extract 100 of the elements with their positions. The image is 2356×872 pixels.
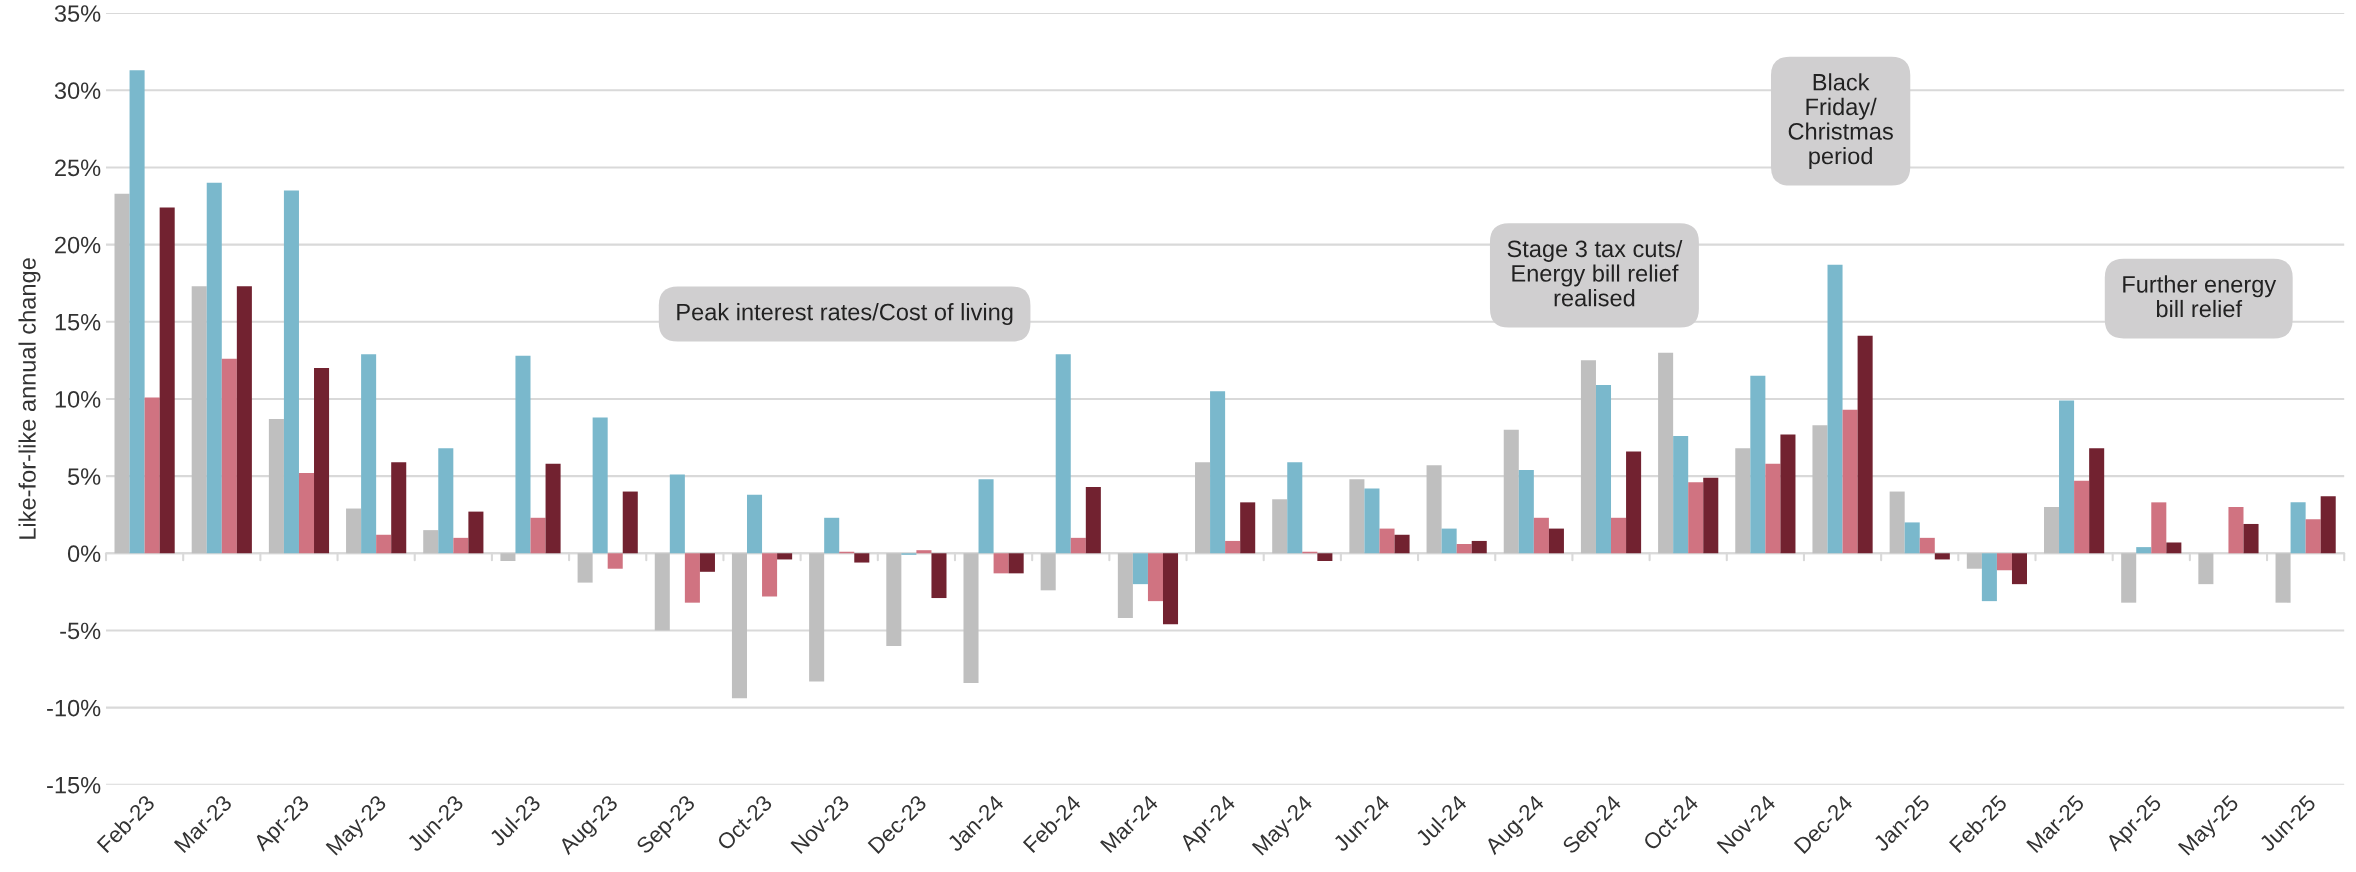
bar xyxy=(453,537,469,554)
y-tick-label: 35% xyxy=(54,5,101,22)
y-tick-label: 10% xyxy=(55,391,101,408)
bar xyxy=(1750,375,1766,554)
bar xyxy=(1195,462,1211,554)
bar xyxy=(2059,400,2075,554)
y-tick-label: 5% xyxy=(67,468,101,485)
bar xyxy=(298,473,315,554)
bar xyxy=(129,70,145,554)
bar xyxy=(1070,537,1086,554)
bar xyxy=(361,354,377,554)
bar xyxy=(283,190,299,554)
bar xyxy=(1611,517,1627,554)
bar xyxy=(1842,409,1858,554)
y-tick-label: -10% xyxy=(47,699,101,717)
bar xyxy=(809,553,825,682)
bar xyxy=(2320,496,2336,554)
bar xyxy=(1426,465,1442,554)
bar xyxy=(2011,553,2028,585)
bar xyxy=(1580,360,1596,554)
bar xyxy=(684,553,700,603)
bar xyxy=(1225,540,1241,554)
bar xyxy=(515,355,531,554)
bar xyxy=(545,463,561,554)
bar xyxy=(2074,480,2090,554)
bar xyxy=(1132,553,1148,585)
y-tick-label: 25% xyxy=(55,159,101,177)
bar xyxy=(886,553,902,646)
bar xyxy=(931,553,947,599)
bar xyxy=(1981,553,1997,602)
annotation: Stage 3 tax cuts/ Energy bill relief realised xyxy=(1507,239,1683,307)
bar xyxy=(423,530,439,554)
bar xyxy=(1040,553,1056,591)
bar xyxy=(2121,553,2137,603)
bar xyxy=(206,182,222,554)
bar xyxy=(1966,553,1982,569)
bar xyxy=(1533,517,1549,554)
bar xyxy=(1780,434,1796,554)
bar xyxy=(1934,553,1950,560)
bar xyxy=(654,553,670,631)
bar xyxy=(2198,553,2214,585)
y-tick-label: 20% xyxy=(55,236,101,254)
bar xyxy=(1287,462,1303,554)
bar xyxy=(622,491,638,554)
bar xyxy=(1162,553,1179,625)
bar xyxy=(500,553,516,561)
annotation: Further energy bill relief xyxy=(2123,275,2277,318)
bar xyxy=(2275,553,2291,603)
bar xyxy=(1765,463,1781,554)
y-axis-title: Like-for-like annual change xyxy=(18,258,41,539)
bar xyxy=(530,517,546,554)
bar xyxy=(2243,523,2259,554)
bar xyxy=(1317,553,1333,561)
bar xyxy=(1210,391,1226,554)
bar xyxy=(314,368,330,554)
bar xyxy=(1827,264,1843,554)
bar xyxy=(1595,385,1612,554)
bar xyxy=(1889,491,1905,554)
bar xyxy=(1548,528,1564,554)
annotation: Peak interest rates/Cost of living xyxy=(677,303,1013,326)
y-tick-label: 0% xyxy=(67,545,101,563)
bar xyxy=(1117,553,1133,619)
bar xyxy=(236,286,252,554)
bar xyxy=(1272,499,1288,554)
bar xyxy=(1147,553,1163,602)
bar xyxy=(468,511,484,554)
bar xyxy=(731,553,747,699)
bar xyxy=(144,397,160,554)
bar xyxy=(1703,477,1719,554)
bar xyxy=(1812,425,1828,554)
bar xyxy=(699,553,715,572)
bar xyxy=(1008,553,1024,574)
bar xyxy=(2136,547,2152,554)
bar xyxy=(1085,486,1101,554)
bar xyxy=(762,553,778,597)
bar xyxy=(592,417,608,554)
bar xyxy=(1394,534,1410,554)
annotation: Black Friday/ Christmas period xyxy=(1788,73,1893,169)
bar xyxy=(1471,540,1487,554)
bar xyxy=(2043,506,2060,554)
bar xyxy=(916,550,932,554)
bar xyxy=(1904,522,1920,554)
bar xyxy=(1379,528,1395,554)
bar xyxy=(1857,335,1873,554)
bar xyxy=(1503,429,1519,554)
bar xyxy=(1626,451,1642,554)
bar xyxy=(1919,537,1935,554)
bar xyxy=(993,553,1009,574)
bar xyxy=(607,553,623,569)
y-tick-label: 30% xyxy=(54,82,101,100)
bar xyxy=(1658,352,1674,554)
bar xyxy=(2151,502,2167,554)
bar xyxy=(159,207,175,554)
bar xyxy=(221,358,237,554)
bar xyxy=(376,534,392,554)
bar xyxy=(1364,488,1380,554)
bar xyxy=(346,508,362,554)
bar xyxy=(669,474,685,554)
bar xyxy=(2166,542,2182,554)
bar xyxy=(1055,354,1071,554)
